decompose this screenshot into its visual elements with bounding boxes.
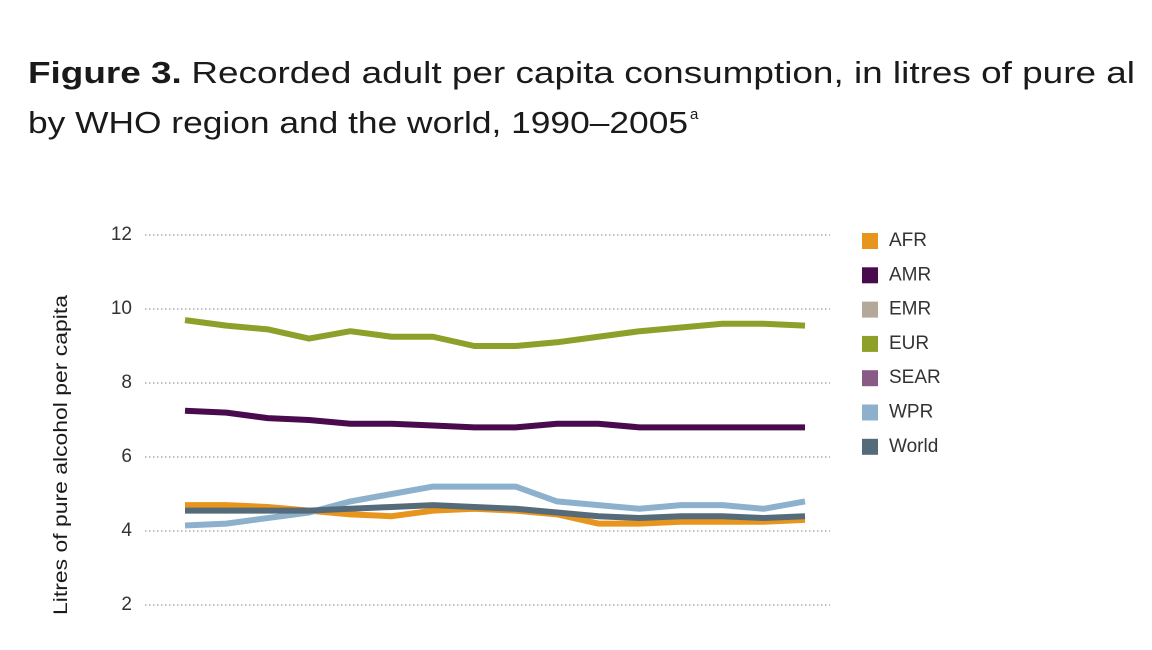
- legend-swatch: [862, 404, 878, 421]
- legend-swatch: [862, 438, 878, 455]
- series-line: [185, 502, 806, 522]
- series-line: [184, 483, 806, 529]
- legend-label: EUR: [889, 333, 929, 354]
- legend-label: World: [889, 436, 938, 457]
- legend-swatch: [862, 233, 878, 249]
- title-text: Recorded adult per capita consumption, i…: [191, 55, 1135, 90]
- y-tick-label: 2: [121, 594, 132, 615]
- legend-swatch: [862, 267, 878, 284]
- figure-label: Figure 3.: [28, 55, 182, 90]
- legend-swatch: [862, 335, 878, 352]
- footnote-mark: a: [690, 106, 699, 123]
- y-tick-label: 4: [121, 520, 132, 541]
- y-axis-label: Litres of pure alcohol per capita: [51, 294, 72, 615]
- chart-title: Figure 3. Recorded adult per capita consu…: [28, 55, 1135, 90]
- series-line: [184, 317, 806, 349]
- y-tick-label: 8: [121, 372, 132, 393]
- chart-subtitle: by WHO region and the world, 1990–2005: [28, 105, 688, 140]
- legend-swatch: [862, 301, 878, 318]
- legend-swatch: [862, 370, 878, 387]
- series-line: [184, 407, 805, 431]
- y-tick-label: 10: [111, 298, 132, 319]
- y-tick-label: 12: [111, 224, 132, 245]
- legend-label: WPR: [889, 402, 933, 423]
- y-tick-label: 6: [121, 446, 132, 467]
- legend-label: SEAR: [889, 367, 941, 388]
- legend-label: AMR: [889, 264, 931, 285]
- legend-label: EMR: [889, 299, 931, 320]
- legend-label: AFR: [889, 230, 927, 251]
